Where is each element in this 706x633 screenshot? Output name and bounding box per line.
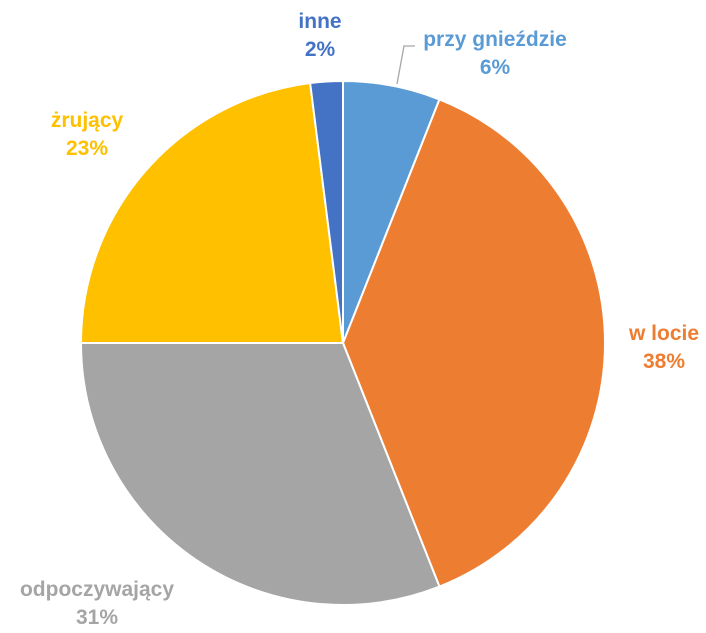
pie-slice-w-locie [342,98,606,588]
pie-slices [80,80,606,606]
slice-label-odpoczywajacy: odpoczywający [20,578,174,601]
pie-slice-zrujacy [80,82,344,344]
slice-label-przy-gniezdzie: przy gnieździe [423,28,567,51]
pie-slice-inne [309,80,344,344]
leader-line-przy-gniezdzie [396,45,415,85]
slice-percent-przy-gniezdzie: 6% [480,56,511,79]
leader-lines [396,45,415,85]
data-labels: przy gnieździe 6% w locie 38% odpoczywający 3… [20,10,699,629]
slice-percent-inne: 2% [305,38,336,61]
slice-percent-zrujacy: 23% [66,137,108,160]
slice-label-inne: inne [298,10,341,33]
slice-percent-w-locie: 38% [643,350,685,373]
slice-percent-odpoczywajacy: 31% [76,606,118,629]
slice-label-w-locie: w locie [628,322,699,345]
pie-slice-odpoczywajacy [80,342,441,606]
slice-label-zrujacy: żrujący [51,109,124,132]
